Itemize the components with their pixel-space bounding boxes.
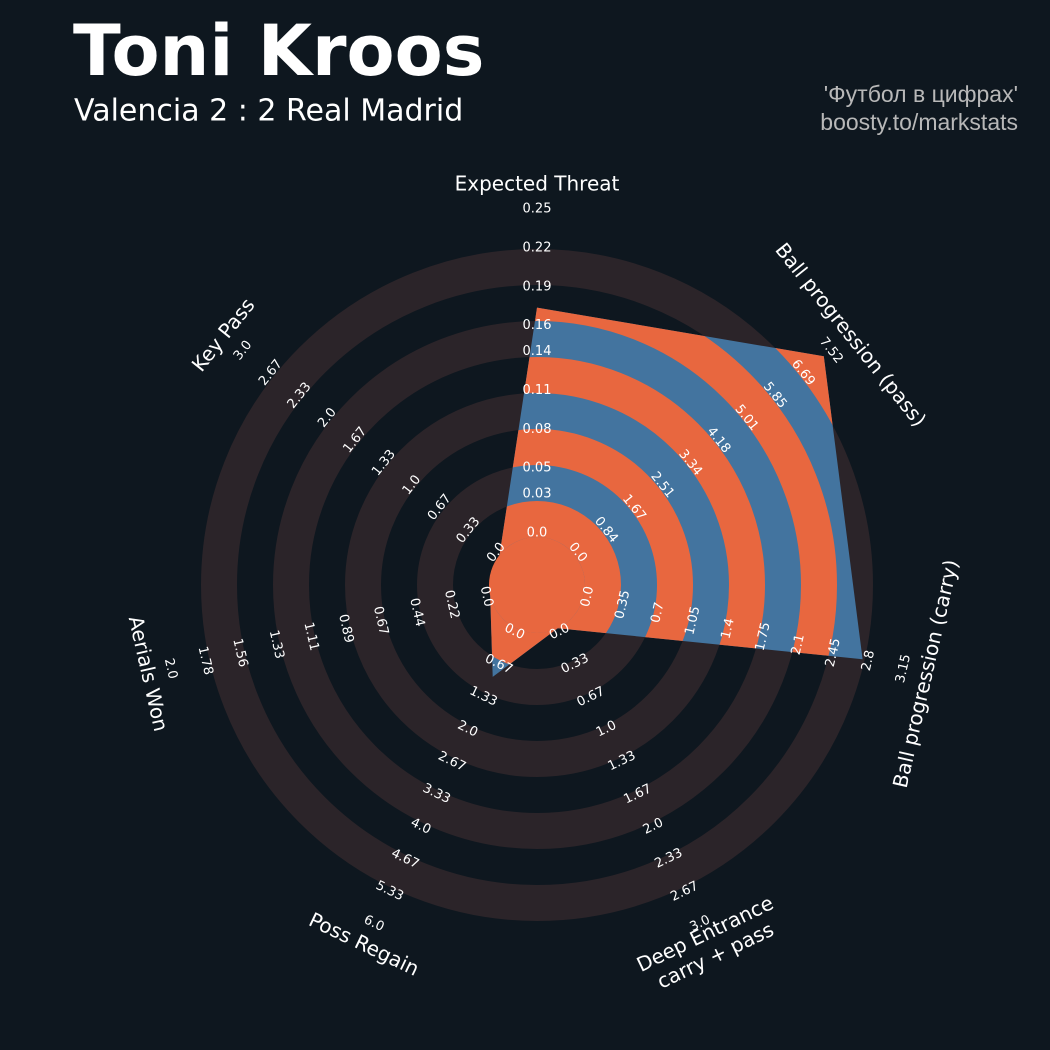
tick-label: 0.0: [578, 585, 597, 609]
radar-ring: [490, 429, 693, 677]
tick-label: 0.89: [335, 613, 356, 645]
inner-circle: [489, 537, 585, 633]
tick-label: 1.75: [753, 621, 774, 653]
param-label: Key Pass: [187, 293, 260, 376]
tick-label: 0.7: [648, 601, 667, 625]
ring-band: [201, 249, 873, 921]
tick-label: 3.0: [231, 338, 256, 364]
tick-label: 0.19: [523, 279, 552, 294]
tick-label: 1.11: [300, 621, 321, 653]
tick-label: 0.05: [523, 461, 552, 476]
tick-label: 0.11: [523, 383, 552, 398]
tick-label: 2.1: [789, 633, 808, 657]
chart-subtitle: Valencia 2 : 2 Real Madrid: [74, 94, 463, 129]
tick-label: 2.45: [823, 637, 844, 669]
tick-label: 1.56: [229, 637, 250, 669]
tick-label: 0.0: [527, 526, 548, 541]
tick-label: 0.14: [523, 344, 552, 359]
tick-label: 2.8: [859, 649, 878, 673]
tick-label: 0.03: [523, 487, 552, 502]
chart-title: Toni Kroos: [73, 10, 484, 92]
param-label: Deep Entrancecarry + pass: [633, 890, 788, 998]
tick-label: 1.4: [718, 617, 737, 641]
tick-label: 0.22: [441, 589, 462, 621]
tick-label: 3.15: [893, 653, 914, 685]
tick-label: 0.44: [406, 597, 427, 629]
tick-label: 0.08: [523, 422, 552, 437]
credit: boosty.to/markstats: [820, 109, 1018, 135]
tick-label: 0.35: [612, 589, 633, 621]
tick-label: 1.05: [682, 605, 703, 637]
tick-label: 0.16: [523, 318, 552, 333]
tick-label: 0.22: [523, 240, 552, 255]
tick-label: 1.78: [195, 645, 216, 677]
tick-label: 0.25: [523, 202, 552, 217]
tick-label: 0.67: [370, 605, 391, 637]
radar-ring: [490, 357, 765, 677]
param-label: Expected Threat: [455, 172, 620, 196]
tick-label: 1.33: [266, 629, 287, 661]
credit: 'Футбол в цифрах': [824, 81, 1018, 107]
tick-label: 0.0: [477, 585, 496, 609]
tick-label: 2.0: [161, 657, 180, 681]
radar-ring: [490, 307, 837, 677]
